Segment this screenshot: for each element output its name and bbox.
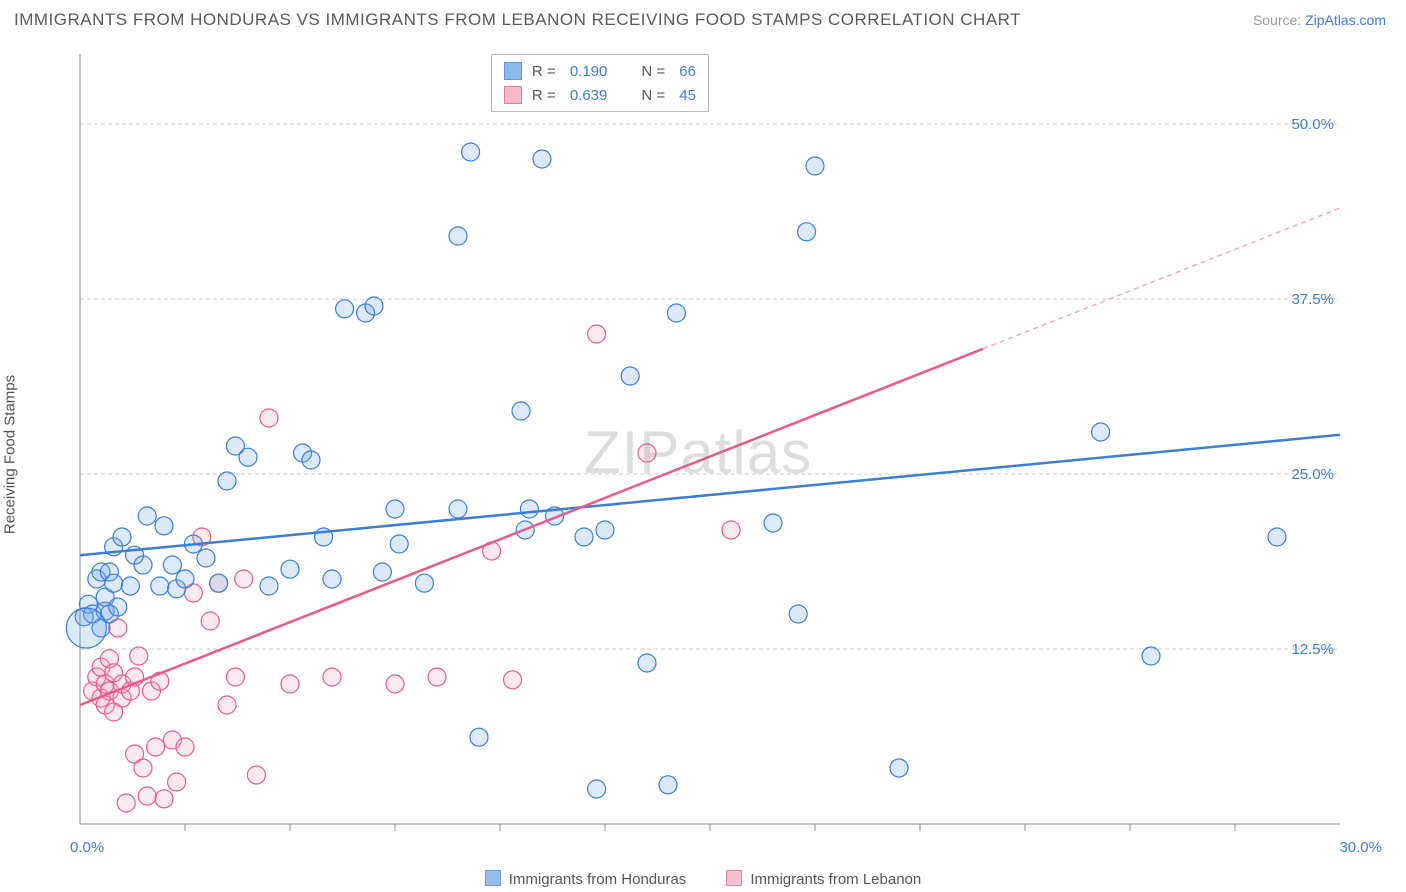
source-attribution: Source: ZipAtlas.com	[1253, 12, 1386, 28]
legend-row-lebanon: R = 0.639 N = 45	[504, 83, 696, 107]
legend-swatch	[504, 86, 522, 104]
svg-text:25.0%: 25.0%	[1291, 466, 1334, 483]
legend-r-label: R =	[532, 63, 560, 80]
scatter-chart: 12.5% 25.0% 37.5% 50.0% 0.0% 30.0%	[50, 44, 1386, 862]
svg-text:12.5%: 12.5%	[1291, 641, 1334, 658]
correlation-legend: R = 0.190 N = 66 R = 0.639 N = 45	[491, 54, 709, 112]
legend-label: Immigrants from Honduras	[509, 871, 687, 888]
bottom-legend-item-lebanon: Immigrants from Lebanon	[726, 870, 921, 888]
source-prefix: Source:	[1253, 12, 1305, 28]
series-legend: Immigrants from Honduras Immigrants from …	[0, 870, 1406, 888]
legend-swatch	[485, 870, 501, 886]
legend-label: Immigrants from Lebanon	[750, 871, 921, 888]
svg-text:50.0%: 50.0%	[1291, 116, 1334, 133]
source-link[interactable]: ZipAtlas.com	[1305, 12, 1386, 28]
legend-n-label: N =	[641, 63, 669, 80]
legend-n-label: N =	[641, 87, 669, 104]
legend-swatch	[726, 870, 742, 886]
bottom-legend-item-honduras: Immigrants from Honduras	[485, 870, 687, 888]
legend-n-value: 66	[679, 63, 696, 80]
y-axis-label: Receiving Food Stamps	[2, 375, 19, 534]
legend-r-value: 0.639	[570, 87, 608, 104]
legend-row-honduras: R = 0.190 N = 66	[504, 59, 696, 83]
svg-text:30.0%: 30.0%	[1339, 839, 1382, 856]
legend-r-value: 0.190	[570, 63, 608, 80]
chart-title: IMMIGRANTS FROM HONDURAS VS IMMIGRANTS F…	[14, 10, 1021, 30]
svg-text:37.5%: 37.5%	[1291, 291, 1334, 308]
svg-text:0.0%: 0.0%	[70, 839, 104, 856]
legend-swatch	[504, 62, 522, 80]
legend-n-value: 45	[679, 87, 696, 104]
legend-r-label: R =	[532, 87, 560, 104]
chart-area: 12.5%25.0%37.5%50.0%0.0%30.0% ZIPatlas R…	[50, 44, 1386, 862]
